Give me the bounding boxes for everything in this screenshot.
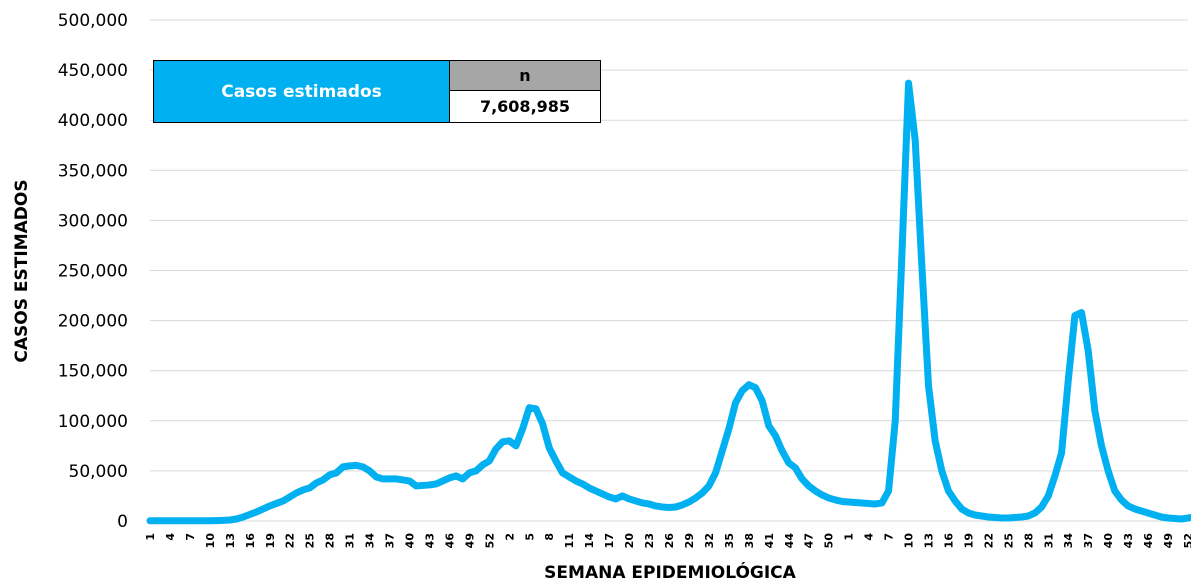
y-tick-label: 100,000 xyxy=(58,412,128,432)
x-tick-label: 13 xyxy=(923,533,936,548)
x-tick-label: 34 xyxy=(364,533,377,549)
y-tick-label: 200,000 xyxy=(58,312,128,332)
x-tick-label: 52 xyxy=(1182,533,1191,548)
x-tick-label: 25 xyxy=(304,533,317,548)
x-tick-label: 41 xyxy=(763,533,776,548)
grid-lines xyxy=(150,19,1188,522)
x-tick-label: 10 xyxy=(204,533,217,549)
x-axis-title: SEMANA EPIDEMIOLÓGICA xyxy=(544,561,796,582)
y-tick-label: 400,000 xyxy=(58,111,128,131)
x-tick-label: 46 xyxy=(1142,533,1155,549)
x-tick-label: 35 xyxy=(723,533,736,548)
x-tick-label: 2 xyxy=(503,533,516,541)
x-tick-label: 16 xyxy=(244,533,257,549)
x-tick-label: 40 xyxy=(404,533,417,549)
x-tick-label: 23 xyxy=(643,533,656,548)
x-tick-label: 25 xyxy=(1002,533,1015,548)
x-tick-label: 47 xyxy=(803,533,816,548)
y-axis-tick-labels: 0 50,000 100,000 150,000 200,000 250,000 300,0… xyxy=(58,11,128,532)
x-tick-label: 20 xyxy=(623,533,636,549)
x-tick-label: 31 xyxy=(1042,533,1055,548)
x-tick-label: 34 xyxy=(1062,533,1075,549)
y-tick-label: 500,000 xyxy=(58,11,128,31)
x-tick-label: 17 xyxy=(603,533,616,548)
y-tick-label: 450,000 xyxy=(58,61,128,81)
y-tick-label: 350,000 xyxy=(58,161,128,181)
x-tick-label: 14 xyxy=(583,533,596,549)
x-tick-label: 19 xyxy=(962,533,975,548)
x-axis-tick-labels: 1 4 7 10 13 16 19 22 25 28 31 34 37 40 43 46 49 52 2 5 8 11 14… xyxy=(144,533,1191,549)
summary-header: n xyxy=(449,59,601,92)
x-tick-label: 28 xyxy=(1022,533,1035,548)
x-tick-label: 22 xyxy=(982,533,995,548)
summary-value: 7,608,985 xyxy=(449,90,601,123)
x-tick-label: 37 xyxy=(384,533,397,548)
x-tick-label: 49 xyxy=(463,533,476,548)
x-tick-label: 10 xyxy=(903,533,916,549)
x-tick-label: 44 xyxy=(783,533,796,549)
x-tick-label: 38 xyxy=(743,533,756,548)
x-tick-label: 22 xyxy=(284,533,297,548)
x-tick-label: 40 xyxy=(1102,533,1115,549)
y-tick-label: 50,000 xyxy=(69,462,128,482)
y-tick-label: 250,000 xyxy=(58,262,128,282)
x-tick-label: 46 xyxy=(443,533,456,549)
x-tick-label: 4 xyxy=(863,533,876,541)
x-tick-label: 52 xyxy=(483,533,496,548)
x-tick-label: 43 xyxy=(1122,533,1135,548)
x-tick-label: 7 xyxy=(883,533,896,541)
series-line xyxy=(146,79,1191,525)
x-tick-label: 29 xyxy=(683,533,696,548)
x-tick-label: 37 xyxy=(1082,533,1095,548)
x-tick-label: 1 xyxy=(144,533,157,541)
x-tick-label: 8 xyxy=(543,533,556,541)
x-tick-label: 26 xyxy=(663,533,676,549)
x-tick-label: 16 xyxy=(942,533,955,549)
x-tick-label: 43 xyxy=(423,533,436,548)
x-tick-label: 4 xyxy=(164,533,177,541)
x-tick-label: 50 xyxy=(823,533,836,549)
x-tick-label: 1 xyxy=(843,533,856,541)
y-axis-title: CASOS ESTIMADOS xyxy=(12,179,32,362)
y-tick-label: 300,000 xyxy=(58,211,128,231)
x-tick-label: 31 xyxy=(344,533,357,548)
y-tick-label: 0 xyxy=(117,512,128,532)
x-tick-label: 11 xyxy=(563,533,576,548)
y-tick-label: 150,000 xyxy=(58,362,128,382)
x-tick-label: 7 xyxy=(184,533,197,541)
x-tick-label: 19 xyxy=(264,533,277,548)
x-tick-label: 5 xyxy=(523,533,536,541)
summary-table: Casos estimados n 7,608,985 xyxy=(153,59,601,123)
summary-label: Casos estimados xyxy=(153,60,450,123)
x-tick-label: 32 xyxy=(703,533,716,548)
x-tick-label: 28 xyxy=(324,533,337,548)
x-tick-label: 49 xyxy=(1162,533,1175,548)
x-tick-label: 13 xyxy=(224,533,237,548)
